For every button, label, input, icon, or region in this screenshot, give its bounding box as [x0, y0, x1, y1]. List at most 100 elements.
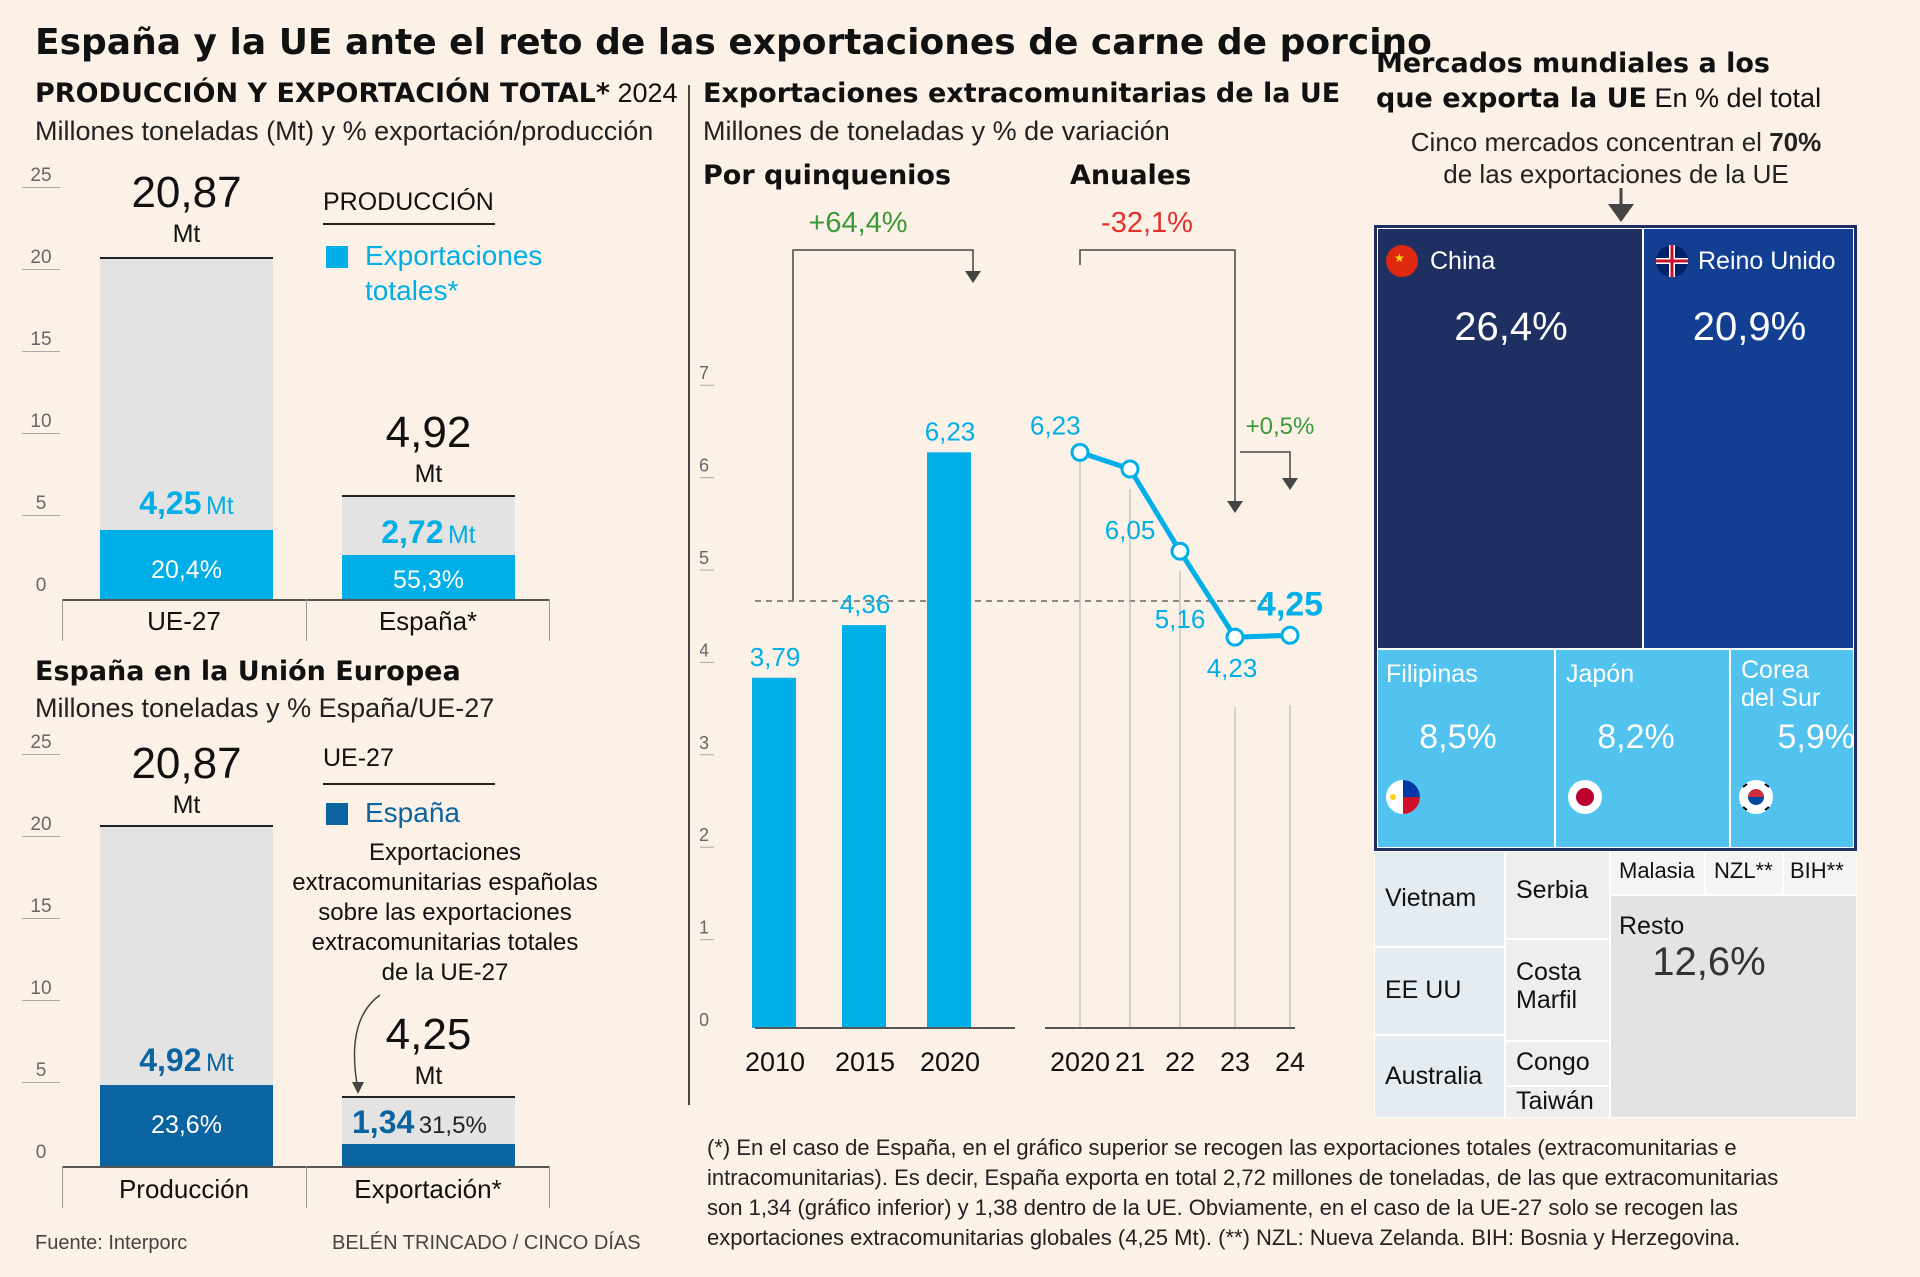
annual-label: Anuales: [1070, 160, 1192, 191]
uk-flag-icon: [1656, 245, 1688, 277]
bar-value-label: 4,36: [840, 589, 891, 619]
bottom-divider-2: [306, 1166, 307, 1208]
annual-value-label: 4,25: [1257, 585, 1323, 623]
cell-resto: Resto 12,6%: [1610, 895, 1857, 1118]
taiwan-name: Taiwán: [1516, 1087, 1594, 1115]
es-export-unit: Mt: [447, 521, 476, 549]
legend-production: PRODUCCIÓN: [323, 188, 495, 225]
spain-eu-subtitle: Millones toneladas y % España/UE-27: [35, 693, 495, 723]
quinquennial-label: Por quinquenios: [703, 160, 952, 191]
cell-china: ★ China 26,4%: [1377, 228, 1643, 649]
category-es: España*: [378, 606, 478, 636]
top-left-axis: 25 20 15 10 5 0: [22, 160, 62, 600]
exp-es-number: 1,34: [352, 1104, 415, 1140]
annual-value-label: 6,05: [1105, 515, 1156, 545]
annual-value-label: 6,23: [1030, 410, 1081, 440]
bar-category-label: 2020: [920, 1047, 980, 1077]
prod-total-unit: Mt: [172, 791, 201, 819]
es-export-number: 2,72: [381, 514, 444, 550]
bar-value-label: 6,23: [925, 416, 976, 446]
cell-filipinas: Filipinas 8,5%: [1377, 649, 1555, 848]
last-change-arrowhead: [1282, 478, 1298, 490]
cell-australia: Australia: [1374, 1035, 1505, 1118]
annual-change-label: -32,1%: [1101, 207, 1193, 239]
vietnam-name: Vietnam: [1385, 884, 1477, 912]
cell-congo: Congo: [1505, 1041, 1610, 1086]
axis-tick-0: 0: [35, 1142, 47, 1163]
annual-point-23: [1225, 627, 1245, 647]
resto-name: Resto: [1619, 912, 1685, 940]
markets-heading: Mercados mundiales a los que exporta la …: [1376, 46, 1821, 116]
markets-sub-2: de las exportaciones de la UE: [1443, 159, 1789, 189]
cell-nzl: NZL**: [1705, 851, 1783, 895]
top-divider-3: [549, 599, 550, 641]
axis-tick-label: 4: [700, 640, 709, 660]
quin-change-bracket: [792, 249, 974, 600]
credit-label: BELÉN TRINCADO / CINCO DÍAS: [332, 1232, 641, 1254]
bar-2020: [927, 452, 971, 1028]
corea-value: 5,9%: [1777, 718, 1854, 756]
axis-tick-15: 15: [22, 896, 60, 919]
note-line-4: extracomunitarias totales: [311, 929, 579, 956]
axis-tick-15: 15: [22, 329, 60, 352]
eu-export-value: 4,25 Mt: [100, 485, 273, 522]
es-export-pct: 55,3%: [393, 566, 464, 594]
cell-vietnam: Vietnam: [1374, 851, 1505, 947]
filipinas-name: Filipinas: [1386, 660, 1478, 688]
quinquennial-bars: 3,79 2010 4,36 2015 6,23 2020: [745, 416, 980, 1077]
china-flag-icon: ★: [1386, 245, 1418, 277]
axis-tick-label: 5: [700, 548, 709, 568]
axis-tick-label: 1: [700, 918, 709, 938]
malasia-name: Malasia: [1619, 858, 1695, 883]
resto-value: 12,6%: [1652, 940, 1766, 984]
cell-malasia: Malasia: [1610, 851, 1705, 895]
bar-prod-es: [100, 1085, 273, 1166]
source-label: Fuente: Interporc: [35, 1232, 188, 1254]
annual-change-bracket: [1079, 249, 1236, 503]
last-change-bracket: [1240, 451, 1291, 480]
footnote-line-2: intracomunitarias). Es decir, España exp…: [707, 1165, 1779, 1190]
page-title: España y la UE ante el reto de las expor…: [35, 22, 1432, 63]
japon-value: 8,2%: [1597, 718, 1675, 756]
costa-marfil-name-1: Costa: [1516, 958, 1582, 986]
prod-es-unit: Mt: [205, 1049, 234, 1077]
footnote: (*) En el caso de España, en el gráfico …: [707, 1133, 1907, 1253]
markets-sub-1b: 70%: [1769, 127, 1822, 157]
exp-total-value: 4,25: [385, 1010, 472, 1059]
annual-line: 2020 21 22 23 24 6,23 6,05 5,164,23 4,25: [1030, 410, 1323, 1077]
category-produccion: Producción: [118, 1174, 250, 1204]
es-export-value: 2,72 Mt: [342, 514, 515, 551]
quin-change-arrowhead: [965, 271, 981, 283]
last-change-label: +0,5%: [1246, 413, 1315, 440]
cell-serbia: Serbia: [1505, 851, 1610, 939]
bar-exp-es: [342, 1144, 515, 1166]
legend-exports-label-2: totales*: [365, 275, 459, 306]
note-line-2: extracomunitarias españolas: [292, 869, 598, 896]
axis-tick-5: 5: [22, 493, 60, 516]
exp-es-value: 1,34 31,5%: [352, 1104, 522, 1141]
cell-bih: BIH**: [1783, 851, 1857, 895]
markets-subtitle: Cinco mercados concentran el 70% de las …: [1376, 126, 1856, 190]
line-category-label: 21: [1115, 1047, 1145, 1077]
nzl-name: NZL**: [1714, 858, 1773, 883]
bar-es-exports: [342, 555, 515, 600]
axis-tick-5: 5: [22, 1060, 60, 1083]
spain-eu-heading: España en la Unión Europea: [35, 656, 461, 687]
uk-name: Reino Unido: [1698, 247, 1836, 275]
category-eu: UE-27: [147, 606, 221, 636]
legend-exports-swatch: [326, 246, 348, 268]
korea-flag-icon: [1739, 780, 1773, 814]
legend-spain-label: España: [365, 797, 460, 828]
eu-total-unit: Mt: [172, 220, 201, 248]
annual-point-2020: [1070, 442, 1090, 462]
cell-japon: Japón 8,2%: [1555, 649, 1730, 848]
axis-tick-25: 25: [22, 732, 60, 755]
legend-spain-swatch: [326, 803, 348, 825]
philippines-flag-icon: [1386, 780, 1420, 814]
markets-sub-1a: Cinco mercados concentran el: [1410, 127, 1762, 157]
congo-name: Congo: [1516, 1048, 1590, 1076]
note-line-1: Exportaciones: [368, 839, 522, 866]
cell-eeuu: EE UU: [1374, 947, 1505, 1035]
footnote-line-3: son 1,34 (gráfico inferior) y 1,38 dentr…: [707, 1195, 1738, 1220]
